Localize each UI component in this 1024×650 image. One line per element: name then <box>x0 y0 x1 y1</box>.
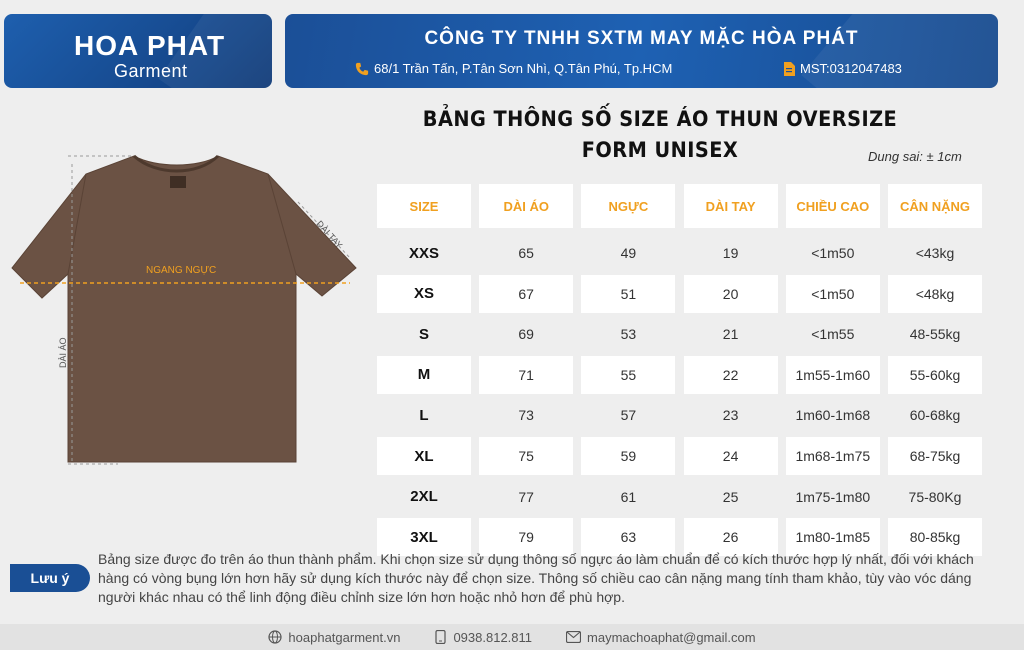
table-cell: 80-85kg <box>888 518 982 557</box>
table-cell: 65 <box>518 245 534 261</box>
company-banner: CÔNG TY TNHH SXTM MAY MẶC HÒA PHÁT 68/1 … <box>285 14 998 88</box>
table-cell: 59 <box>581 437 676 475</box>
table-cell: 23 <box>722 407 739 424</box>
table-cell: 61 <box>620 488 637 505</box>
table-cell: 68-75kg <box>888 437 982 475</box>
length-label: DÀI ÁO <box>58 337 68 368</box>
note-label: Lưu ý <box>10 564 90 592</box>
footer-phone-text: 0938.812.811 <box>453 629 533 645</box>
shirt-illustration <box>11 155 357 463</box>
table-cell: 1m60-1m68 <box>795 407 871 424</box>
table-header-cell: CHIỀU CAO <box>785 184 880 228</box>
logo-subtitle: Garment <box>114 61 188 81</box>
table-cell: 25 <box>722 488 739 505</box>
table-cell: 49 <box>620 245 637 261</box>
table-header-cell: SIZE <box>377 184 471 228</box>
table-cell: 1m75-1m80 <box>795 488 871 505</box>
table-cell: 67 <box>479 274 574 313</box>
table-cell: 26 <box>683 518 778 557</box>
company-tax-id-text: MST:0312047483 <box>800 61 902 76</box>
table-size-cell: XS <box>377 274 471 313</box>
table-cell: 48-55kg <box>909 326 961 343</box>
table-size-cell: XXS <box>408 244 439 262</box>
table-header-cell: DÀI TAY <box>683 184 778 228</box>
tolerance-note: Dung sai: ± 1cm <box>868 149 962 164</box>
table-cell: <43kg <box>915 245 955 261</box>
table-cell: 55-60kg <box>888 355 982 394</box>
chest-label: NGANG NGỰC <box>146 265 216 276</box>
phone-icon <box>435 630 447 644</box>
table-cell: 1m55-1m60 <box>785 355 880 394</box>
table-header-cell: DÀI ÁO <box>479 184 574 228</box>
table-cell: 73 <box>518 407 534 424</box>
table-cell: 77 <box>518 488 534 505</box>
table-cell: 55 <box>581 355 676 394</box>
table-size-cell: 2XL <box>410 488 438 506</box>
logo-banner: HOA PHAT Garment <box>4 14 272 88</box>
table-cell: 20 <box>683 274 778 313</box>
globe-icon <box>268 630 283 644</box>
table-size-cell: 3XL <box>377 518 471 557</box>
table-size-cell: M <box>377 355 471 394</box>
table-cell: <1m55 <box>811 326 855 343</box>
phone-icon <box>355 62 369 75</box>
shirt-diagram: NGANG NGỰC DÀI TAY DÀI ÁO <box>11 154 357 465</box>
table-cell: 1m68-1m75 <box>785 437 880 475</box>
table-cell: <1m50 <box>811 245 855 261</box>
table-cell: 57 <box>620 407 637 424</box>
table-cell: 24 <box>683 437 778 475</box>
table-cell: 53 <box>620 326 637 343</box>
size-table: SIZE DÀI ÁO NGỰC DÀI TAY CHIỀU CAO CÂN NẶNG XX… <box>377 184 982 557</box>
table-cell: 60-68kg <box>909 407 961 424</box>
table-cell: 51 <box>581 274 676 313</box>
table-cell: <48kg <box>888 274 982 313</box>
table-cell: 75-80Kg <box>908 488 962 505</box>
company-name: CÔNG TY TNHH SXTM MAY MẶC HÒA PHÁT <box>424 28 859 49</box>
footer-website-text: hoaphatgarment.vn <box>288 629 401 645</box>
table-cell: 19 <box>722 245 739 261</box>
table-size-cell: L <box>419 406 429 424</box>
footer: hoaphatgarment.vn 0938.812.811 maymachoa… <box>0 624 1024 650</box>
table-header-cell: NGỰC <box>581 184 676 228</box>
table-cell: <1m50 <box>785 274 880 313</box>
page-title-line-2: FORM UNISEX <box>581 138 739 162</box>
note-text: Bảng size được đo trên áo thun thành phẩ… <box>98 551 974 605</box>
company-address: 68/1 Trần Tấn, P.Tân Sơn Nhì, Q.Tân Phú,… <box>355 61 672 76</box>
table-cell: 21 <box>722 326 739 343</box>
table-cell: 71 <box>479 355 574 394</box>
footer-phone[interactable]: 0938.812.811 <box>434 630 532 645</box>
company-tax-id: MST:0312047483 <box>783 61 902 76</box>
table-cell: 1m80-1m85 <box>785 518 880 557</box>
company-address-text: 68/1 Trần Tấn, P.Tân Sơn Nhì, Q.Tân Phú,… <box>374 61 673 76</box>
table-cell: 22 <box>683 355 778 394</box>
footer-email[interactable]: maymachoaphat@gmail.com <box>566 630 756 645</box>
table-size-cell: S <box>418 325 429 343</box>
email-icon <box>566 631 582 643</box>
table-header-cell: CÂN NẶNG <box>888 184 982 228</box>
document-icon <box>784 61 795 76</box>
footer-email-text: maymachoaphat@gmail.com <box>587 629 756 645</box>
footer-website[interactable]: hoaphatgarment.vn <box>268 630 400 645</box>
table-cell: 69 <box>518 326 534 343</box>
page-title-line-1: BẢNG THÔNG SỐ SIZE ÁO THUN OVERSIZE <box>422 107 898 131</box>
logo-title: HOA PHAT <box>74 30 226 61</box>
page-title: BẢNG THÔNG SỐ SIZE ÁO THUN OVERSIZE FORM… <box>402 104 917 166</box>
table-cell: 79 <box>479 518 574 557</box>
table-size-cell: XL <box>377 437 471 475</box>
table-cell: 75 <box>479 437 574 475</box>
table-cell: 63 <box>581 518 676 557</box>
